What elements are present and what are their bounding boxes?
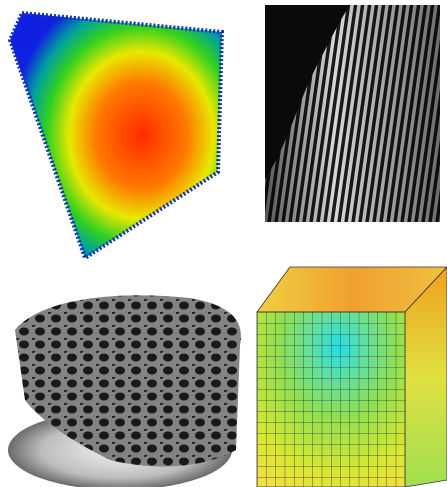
- image-collage: [0, 0, 447, 487]
- cube-grid: [257, 312, 405, 487]
- page: [0, 0, 447, 487]
